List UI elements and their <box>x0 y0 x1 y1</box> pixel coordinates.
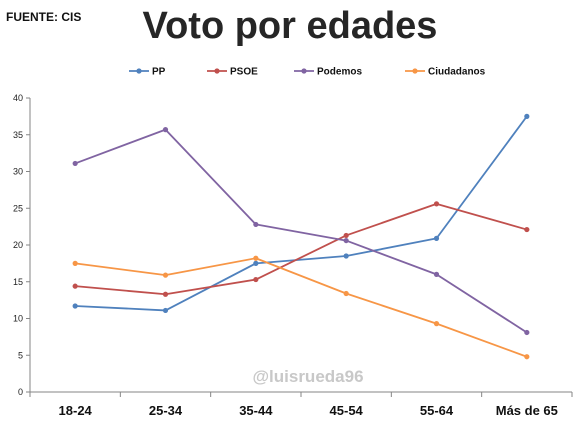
series-line-pp <box>75 115 528 312</box>
y-tick-label: 30 <box>13 167 23 177</box>
x-tick-label: 35-44 <box>239 403 273 418</box>
data-point-pp <box>433 235 440 241</box>
series-line-podemos <box>74 128 528 334</box>
legend-item-pp: PP <box>129 67 166 78</box>
data-point-pp <box>524 113 530 119</box>
legend: PP PSOE Podemos Ciudadanos <box>129 67 486 78</box>
y-tick-label: 40 <box>13 93 23 103</box>
data-point-psoe <box>524 226 530 233</box>
data-point-pp <box>162 307 169 314</box>
legend-swatch-marker <box>301 68 307 74</box>
legend-item-psoe: PSOE <box>207 67 258 78</box>
data-point-podemos <box>343 237 349 244</box>
chart-title: Voto por edades <box>143 5 438 47</box>
y-tick-label: 5 <box>18 350 23 360</box>
y-tick-label: 10 <box>13 314 23 324</box>
data-point-psoe <box>253 276 259 283</box>
data-point-ciudadanos <box>72 260 78 266</box>
legend-item-podemos: Podemos <box>294 67 362 78</box>
source-label: FUENTE: CIS <box>6 10 81 24</box>
data-point-ciudadanos <box>162 272 169 278</box>
data-point-ciudadanos <box>253 255 259 261</box>
legend-item-ciudadanos: Ciudadanos <box>405 67 486 78</box>
data-point-psoe <box>343 232 349 239</box>
axes: 0 5 10 15 20 25 30 35 40 18-24 25-34 35-44 45-54 55-6… <box>13 93 573 418</box>
data-point-psoe <box>433 201 440 207</box>
data-point-psoe <box>162 291 169 297</box>
legend-label: Ciudadanos <box>428 67 486 78</box>
x-tick-label: 55-64 <box>420 403 454 418</box>
x-tick-label: 45-54 <box>330 403 364 418</box>
y-tick-label: 20 <box>13 240 23 250</box>
data-point-ciudadanos <box>433 321 440 327</box>
series-line-psoe <box>75 202 528 296</box>
series-podemos <box>72 127 530 336</box>
legend-label: PP <box>152 67 166 78</box>
series-psoe <box>72 201 530 297</box>
series-pp <box>72 113 530 314</box>
y-tick-label: 25 <box>13 203 23 213</box>
legend-label: PSOE <box>230 67 258 78</box>
data-point-podemos <box>162 127 169 133</box>
y-tick-label: 0 <box>18 387 23 397</box>
data-point-podemos <box>433 271 440 277</box>
series-layer <box>72 113 530 360</box>
series-line-ciudadanos <box>75 257 528 358</box>
series-ciudadanos <box>72 255 530 360</box>
data-point-podemos <box>253 221 259 228</box>
data-point-podemos <box>72 160 78 167</box>
y-tick-label: 35 <box>13 130 23 140</box>
y-tick-label: 15 <box>13 277 23 287</box>
data-point-psoe <box>72 283 78 289</box>
x-tick-label: Más de 65 <box>496 403 558 418</box>
data-point-pp <box>72 303 78 309</box>
data-point-podemos <box>524 329 530 336</box>
data-point-pp <box>253 260 259 266</box>
legend-swatch-marker <box>214 68 220 74</box>
watermark: @luisrueda96 <box>252 367 363 386</box>
x-tick-label: 18-24 <box>59 403 93 418</box>
data-point-ciudadanos <box>343 290 349 297</box>
legend-swatch-marker <box>412 68 418 74</box>
x-tick-label: 25-34 <box>149 403 183 418</box>
data-point-pp <box>343 253 349 259</box>
data-point-ciudadanos <box>524 354 530 360</box>
legend-swatch-marker <box>136 68 142 74</box>
legend-label: Podemos <box>317 67 362 78</box>
